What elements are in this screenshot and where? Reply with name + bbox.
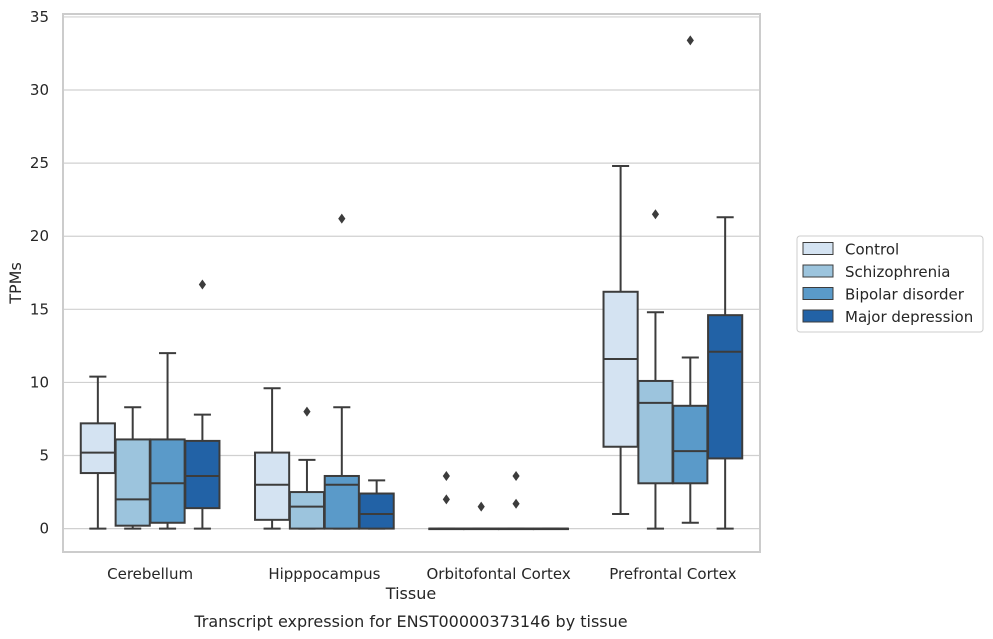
box-body bbox=[358, 492, 395, 530]
legend-swatch bbox=[802, 242, 834, 255]
y-tick-label: 0 bbox=[39, 520, 49, 538]
chart-caption: Transcript expression for ENST0000037314… bbox=[193, 612, 627, 631]
legend-entry: Bipolar disorder bbox=[845, 286, 965, 304]
box-schizophrenia bbox=[114, 406, 151, 530]
box-control bbox=[254, 387, 291, 530]
legend-swatch bbox=[802, 309, 834, 323]
legend-frame bbox=[796, 235, 984, 333]
y-tick-label: 15 bbox=[30, 300, 49, 318]
box-body bbox=[184, 439, 221, 510]
box-body bbox=[149, 438, 186, 524]
plot-frame bbox=[62, 13, 761, 553]
outlier-point bbox=[686, 35, 694, 46]
legend: Control Schizophrenia Bipolar disorder Majo… bbox=[796, 235, 984, 333]
y-tick-label: 35 bbox=[30, 8, 49, 26]
legend-entry: Control bbox=[845, 241, 899, 259]
outlier-point bbox=[442, 494, 450, 505]
box-schizophrenia bbox=[463, 501, 500, 531]
outlier-point bbox=[303, 406, 311, 417]
box-control bbox=[428, 470, 465, 531]
box-bipolar-disorder bbox=[497, 470, 535, 531]
legend-entry: Schizophrenia bbox=[845, 263, 950, 281]
y-tick-label: 5 bbox=[39, 447, 49, 465]
outlier-point bbox=[198, 279, 206, 290]
box-control bbox=[79, 375, 116, 530]
x-tick-label: Hipppocampus bbox=[268, 565, 380, 583]
x-tick-label: Orbitofontal Cortex bbox=[427, 565, 571, 583]
box-bipolar-disorder bbox=[672, 35, 709, 524]
x-tick-labels: Cerebellum Hipppocampus Orbitofontal Corte… bbox=[107, 565, 736, 583]
legend-swatch bbox=[802, 287, 834, 300]
box-major-depression bbox=[358, 479, 395, 530]
y-tick-label: 10 bbox=[30, 373, 49, 391]
box-bipolar-disorder bbox=[323, 213, 360, 530]
outlier-point bbox=[442, 470, 450, 481]
box-schizophrenia bbox=[288, 406, 326, 530]
x-tick-label: Prefrontal Cortex bbox=[609, 565, 736, 583]
box-body bbox=[672, 404, 709, 485]
outlier-point bbox=[512, 498, 520, 509]
x-tick-label: Cerebellum bbox=[107, 565, 193, 583]
box-body bbox=[602, 290, 639, 448]
y-tick-label: 20 bbox=[30, 227, 49, 245]
x-axis-label: Tissue bbox=[385, 584, 436, 603]
legend-entry: Major depression bbox=[845, 308, 973, 326]
box-major-depression bbox=[532, 527, 569, 531]
y-tick-label: 25 bbox=[30, 154, 49, 172]
box-body bbox=[707, 314, 744, 460]
box-body bbox=[254, 451, 291, 521]
box-body bbox=[114, 438, 151, 527]
outlier-point bbox=[338, 213, 346, 224]
box-control bbox=[602, 165, 639, 515]
box-schizophrenia bbox=[637, 209, 674, 530]
y-tick-labels: 0 5 10 15 20 25 30 35 bbox=[30, 8, 49, 538]
y-tick-label: 30 bbox=[30, 81, 49, 99]
box-body bbox=[79, 422, 116, 475]
box-major-depression bbox=[707, 216, 744, 530]
outlier-point bbox=[477, 501, 485, 512]
box-bipolar-disorder bbox=[149, 352, 186, 530]
y-axis-label: TPMs bbox=[6, 262, 25, 305]
boxes bbox=[79, 35, 744, 531]
outlier-point bbox=[651, 209, 660, 220]
box-body bbox=[288, 491, 326, 530]
box-body bbox=[637, 379, 674, 485]
outlier-point bbox=[512, 470, 520, 481]
box-major-depression bbox=[184, 279, 221, 530]
legend-swatch bbox=[802, 264, 834, 278]
